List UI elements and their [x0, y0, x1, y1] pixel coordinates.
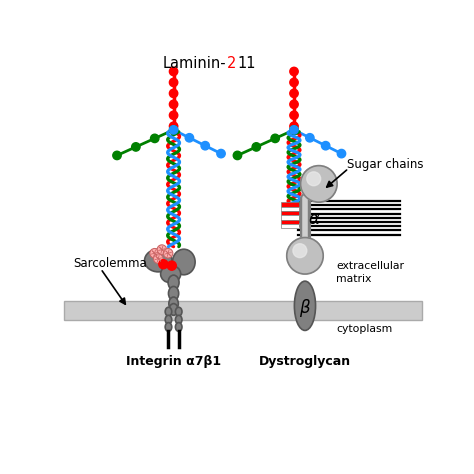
FancyBboxPatch shape	[281, 215, 299, 219]
Circle shape	[290, 89, 298, 98]
Ellipse shape	[161, 265, 181, 283]
Circle shape	[290, 126, 298, 134]
Ellipse shape	[169, 297, 178, 310]
Circle shape	[151, 134, 159, 143]
Text: Integrin α7β1: Integrin α7β1	[126, 355, 221, 368]
Circle shape	[301, 165, 337, 202]
Circle shape	[290, 111, 298, 119]
Ellipse shape	[175, 307, 182, 316]
Circle shape	[290, 67, 298, 76]
Circle shape	[287, 237, 323, 274]
Text: cytoplasm: cytoplasm	[336, 324, 392, 334]
Circle shape	[169, 126, 178, 134]
FancyBboxPatch shape	[281, 211, 299, 215]
FancyBboxPatch shape	[281, 202, 299, 207]
Circle shape	[164, 248, 173, 258]
Circle shape	[169, 111, 178, 119]
Circle shape	[252, 143, 261, 151]
Ellipse shape	[175, 323, 182, 331]
Circle shape	[290, 126, 298, 134]
Circle shape	[271, 134, 279, 143]
Circle shape	[233, 151, 242, 160]
Text: $\alpha$: $\alpha$	[308, 210, 320, 228]
Ellipse shape	[168, 275, 179, 290]
Ellipse shape	[173, 249, 195, 275]
Circle shape	[150, 248, 159, 258]
Circle shape	[290, 78, 298, 87]
Circle shape	[169, 122, 178, 130]
Circle shape	[307, 172, 321, 186]
Text: Dystroglycan: Dystroglycan	[259, 355, 351, 368]
Circle shape	[169, 100, 178, 109]
Circle shape	[321, 142, 330, 150]
FancyBboxPatch shape	[64, 301, 422, 320]
Text: Laminin-: Laminin-	[163, 56, 227, 71]
Circle shape	[154, 254, 163, 264]
Text: 11: 11	[237, 56, 256, 71]
Ellipse shape	[165, 307, 172, 316]
Ellipse shape	[169, 304, 178, 315]
Circle shape	[290, 122, 298, 130]
Circle shape	[217, 149, 225, 158]
Circle shape	[306, 134, 314, 142]
Text: 2: 2	[227, 56, 236, 71]
Circle shape	[201, 142, 210, 150]
FancyBboxPatch shape	[281, 207, 299, 211]
Circle shape	[185, 134, 193, 142]
Ellipse shape	[294, 281, 316, 330]
FancyBboxPatch shape	[281, 224, 299, 228]
Text: Sarcolemma: Sarcolemma	[73, 256, 147, 270]
Circle shape	[132, 143, 140, 151]
Circle shape	[169, 78, 178, 87]
Circle shape	[337, 149, 346, 158]
Ellipse shape	[168, 286, 179, 301]
Circle shape	[169, 126, 178, 134]
Text: Sugar chains: Sugar chains	[347, 158, 423, 171]
Circle shape	[293, 244, 307, 258]
FancyBboxPatch shape	[281, 219, 299, 224]
Ellipse shape	[165, 323, 172, 331]
Ellipse shape	[165, 315, 172, 324]
Text: extracellular
matrix: extracellular matrix	[336, 261, 404, 284]
Circle shape	[290, 100, 298, 109]
Circle shape	[157, 245, 167, 255]
Circle shape	[169, 67, 178, 76]
Circle shape	[167, 261, 176, 270]
Circle shape	[113, 151, 121, 160]
Text: $\beta$: $\beta$	[299, 297, 311, 319]
Circle shape	[159, 260, 168, 269]
Circle shape	[169, 89, 178, 98]
Ellipse shape	[175, 315, 182, 324]
Ellipse shape	[145, 249, 172, 272]
